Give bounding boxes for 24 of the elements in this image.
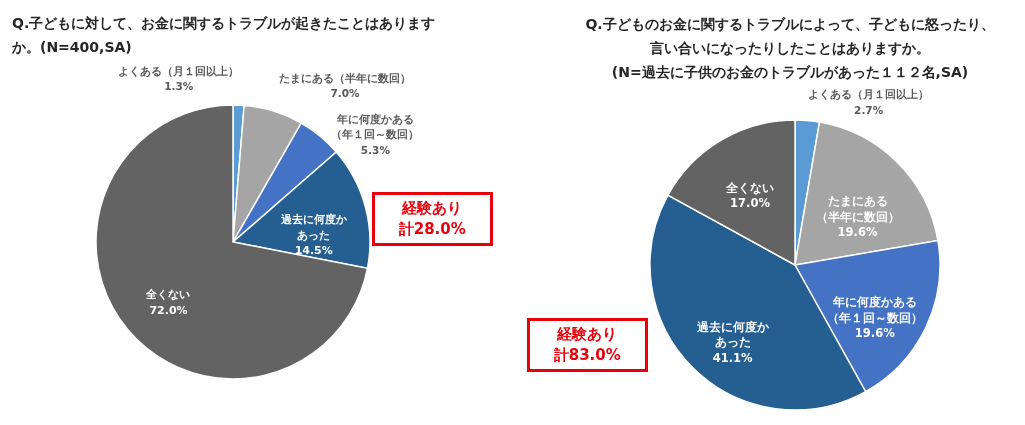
slice-label: たまにある（半年に数回） [815, 194, 900, 224]
slice-label: 過去に何度かあった [695, 319, 770, 350]
slice-label: 全くない [724, 180, 774, 195]
data-label: 41.1% [712, 350, 754, 365]
slice-label: 年に何度かある（年１回～数回） [331, 112, 420, 142]
callout-box: 経験あり計28.0% [372, 192, 493, 246]
data-label: 5.3% [360, 143, 391, 156]
data-label: 2.7% [854, 103, 884, 116]
slice-label: 全くない [145, 288, 191, 302]
slice-label: たまにある（半年に数回） [279, 71, 411, 85]
slice-label: 過去に何度かあった [279, 213, 348, 242]
data-label: 7.0% [330, 87, 361, 100]
data-label: 1.3% [164, 80, 194, 93]
slice-label: よくある（月１回以上） [808, 88, 930, 102]
callout-box: 経験あり計83.0% [527, 318, 648, 372]
slice-label: 年に何度かある（年１回～数回） [826, 295, 923, 325]
data-label: 17.0% [730, 196, 771, 211]
chart-title: Q.子どものお金に関するトラブルによって、子どもに怒ったり、言い合いになったりしたことはありますか。(N=過去に子供のお金のトラブルがあった１１２名,SA) [585, 16, 995, 80]
data-label: 72.0% [149, 303, 188, 317]
chart-title: Q.子どもに対して、お金に関するトラブルが起きたことはありますか。(N=400,SA) [11, 15, 436, 55]
data-label: 19.6% [837, 225, 878, 240]
data-label: 14.5% [294, 244, 333, 258]
slice-label: よくある（月１回以上） [118, 64, 240, 78]
data-label: 19.6% [854, 326, 896, 341]
